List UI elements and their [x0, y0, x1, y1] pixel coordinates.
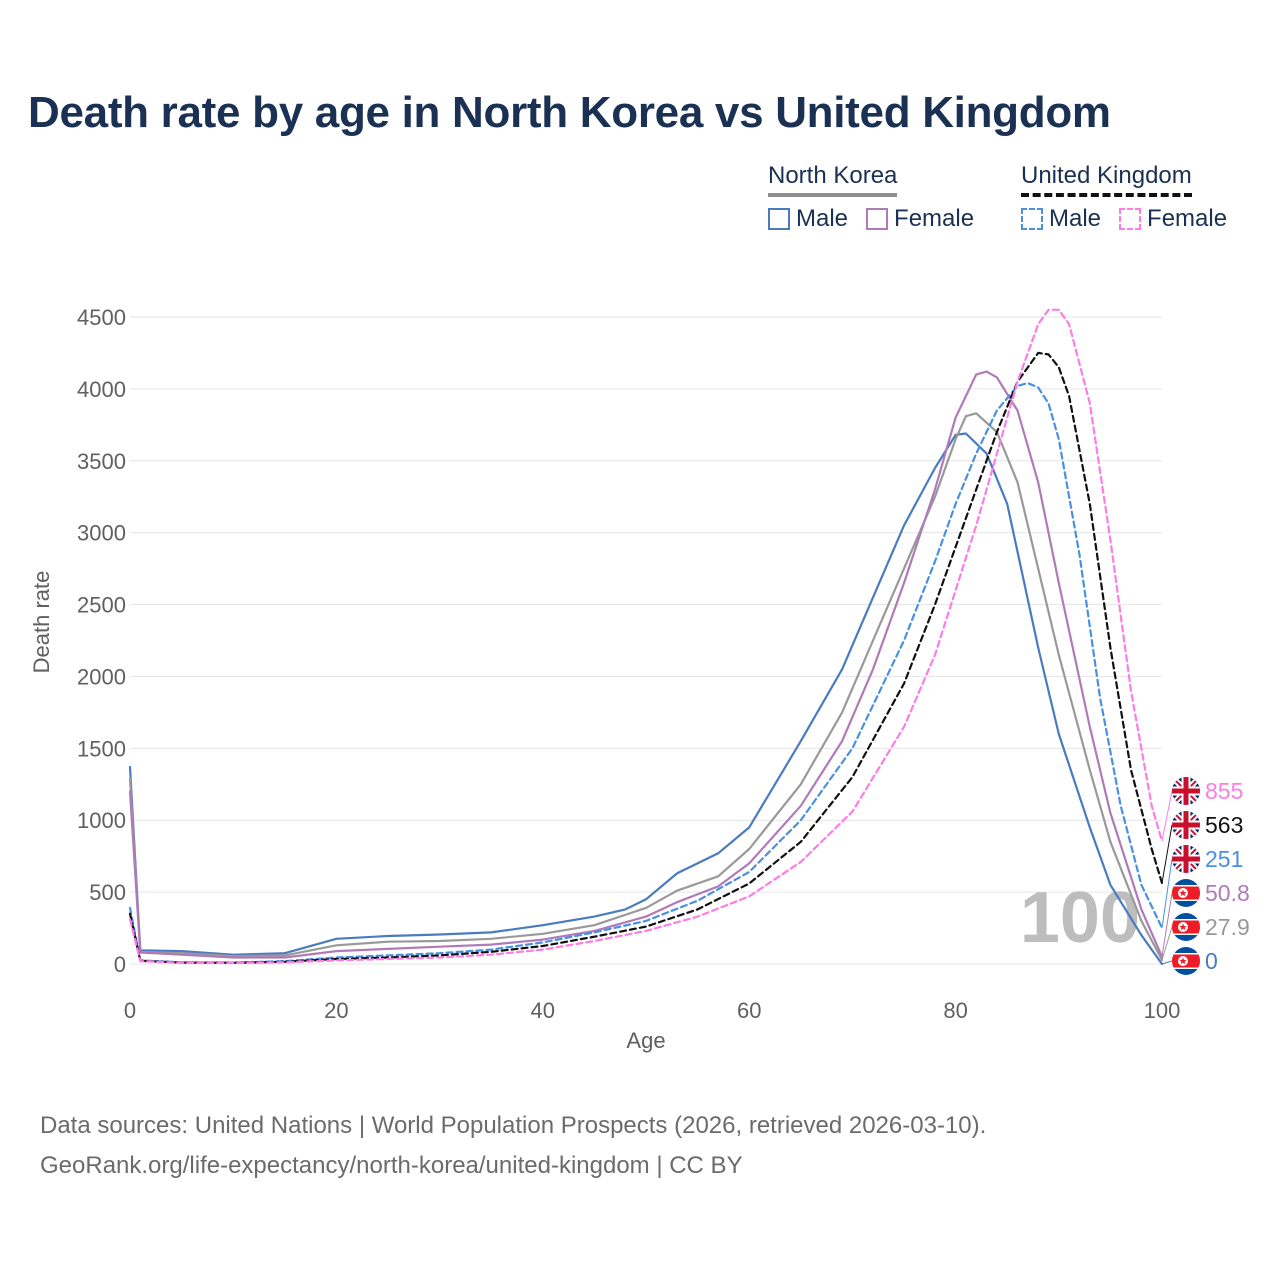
marker-connector [1161, 960, 1173, 965]
end-markers: 855 563 251 50.8 27.9 0 [1161, 777, 1250, 975]
end-value-label: 251 [1205, 846, 1243, 872]
y-tick-label: 3500 [77, 449, 126, 474]
legend-item-nk-male[interactable]: Male [768, 205, 848, 233]
y-tick-label: 500 [89, 880, 126, 905]
chart-title: Death rate by age in North Korea vs Unit… [28, 88, 1111, 137]
legend-swatch-nk-female [866, 208, 889, 230]
series-line-north-korea-male[interactable] [128, 432, 1164, 966]
x-tick-label: 100 [1144, 998, 1181, 1023]
united-kingdom-flag-icon [1172, 777, 1200, 805]
north-korea-flag-icon [1172, 879, 1200, 907]
source-note: Data sources: United Nations | World Pop… [40, 1106, 986, 1186]
legend-group-north-korea: North Korea Male Female [768, 162, 974, 233]
marker-connector [1161, 790, 1173, 842]
x-axis-title: Age [626, 1028, 665, 1053]
marker-connector [1161, 892, 1173, 957]
marker-connector [1161, 858, 1173, 928]
series-line-united-kingdom-male[interactable] [128, 382, 1164, 964]
end-value-label: 855 [1205, 778, 1243, 804]
year-watermark: 100 [1020, 878, 1140, 958]
marker-connector [1161, 824, 1173, 884]
source-line-2[interactable]: GeoRank.org/life-expectancy/north-korea/… [40, 1152, 743, 1179]
legend-item-uk-male[interactable]: Male [1021, 205, 1101, 233]
series-line-united-kingdom-total[interactable] [128, 351, 1164, 964]
y-tick-label: 4500 [77, 305, 126, 330]
legend-heading-north-korea: North Korea [768, 162, 898, 197]
legend-item-uk-female[interactable]: Female [1119, 205, 1227, 233]
x-axis-ticks: 0 20 40 60 80 100 [124, 998, 1180, 1023]
legend-label-nk-female: Female [894, 205, 975, 232]
legend-swatch-nk-male [768, 208, 790, 230]
x-tick-label: 40 [531, 998, 555, 1023]
series-line-north-korea-total[interactable] [128, 412, 1164, 962]
end-value-label: 27.9 [1205, 914, 1250, 940]
legend-item-nk-female[interactable]: Female [866, 205, 974, 233]
series-line-united-kingdom-female[interactable] [128, 308, 1164, 965]
north-korea-flag-icon [1172, 947, 1200, 975]
legend-label-uk-female: Female [1147, 205, 1228, 232]
united-kingdom-flag-icon [1172, 845, 1200, 873]
legend-group-united-kingdom: United Kingdom Male Female [1021, 162, 1227, 233]
united-kingdom-flag-icon [1172, 811, 1200, 839]
y-tick-label: 4000 [77, 377, 126, 402]
y-tick-label: 3000 [77, 521, 126, 546]
x-tick-label: 60 [737, 998, 761, 1023]
legend-swatch-uk-female [1119, 208, 1142, 230]
y-tick-label: 1500 [77, 736, 126, 761]
end-value-label: 563 [1205, 812, 1243, 838]
series-line-north-korea-female[interactable] [128, 370, 1164, 959]
y-tick-label: 0 [114, 952, 126, 977]
end-value-label: 0 [1205, 948, 1218, 974]
series-lines [128, 308, 1164, 966]
legend-heading-united-kingdom: United Kingdom [1021, 162, 1192, 197]
marker-connector [1161, 926, 1173, 961]
y-tick-label: 2000 [77, 664, 126, 689]
x-tick-label: 20 [324, 998, 348, 1023]
legend-label-uk-male: Male [1049, 205, 1102, 232]
y-tick-label: 1000 [77, 808, 126, 833]
y-tick-label: 2500 [77, 593, 126, 618]
x-tick-label: 80 [943, 998, 967, 1023]
north-korea-flag-icon [1172, 913, 1200, 941]
x-tick-label: 0 [124, 998, 136, 1023]
y-axis-ticks: 0 500 1000 1500 2000 2500 3000 3500 4000 4500 [77, 305, 126, 977]
legend-label-nk-male: Male [796, 205, 849, 232]
y-axis-title: Death rate [29, 571, 54, 674]
legend-swatch-uk-male [1021, 208, 1043, 230]
end-value-label: 50.8 [1205, 880, 1250, 906]
source-line-1: Data sources: United Nations | World Pop… [40, 1112, 987, 1139]
